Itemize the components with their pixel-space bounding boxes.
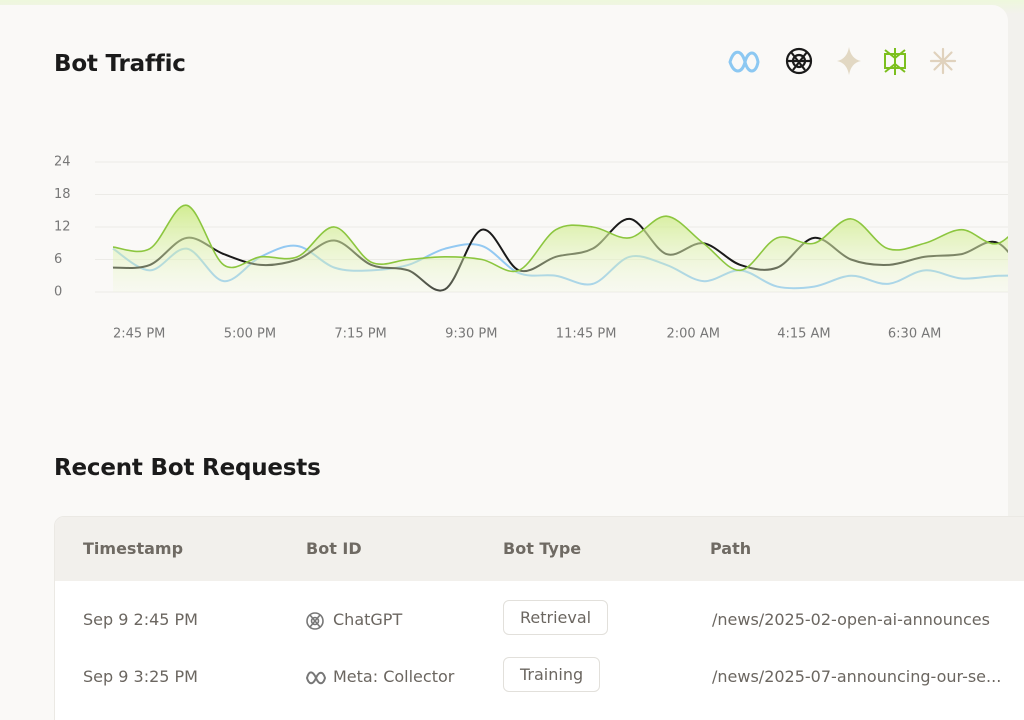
chart: 0 6 12 18 24 2:45 PM 5:00 PM 7:15 PM 9:30 PM 11:4… [54, 47, 1008, 342]
legend-icons [728, 47, 957, 75]
column-header[interactable]: Timestamp [83, 539, 184, 558]
bot-type-badge: Retrieval [503, 600, 609, 635]
bot-id: ChatGPT [333, 610, 403, 629]
column-header[interactable]: Bot ID [306, 539, 362, 558]
table-header: Timestamp Bot ID Bot Type Path [55, 517, 1024, 581]
path[interactable]: /news/2025-07-announcing-our-se... [712, 667, 1002, 686]
openai-icon [306, 612, 324, 630]
bot-id: Meta: Collector [333, 667, 455, 686]
x-tick-label: 2:00 AM [667, 327, 720, 342]
bot-type-badge: Training [503, 657, 601, 692]
chart-title: Bot Traffic [54, 51, 186, 77]
area [113, 205, 1008, 292]
meta-icon[interactable] [728, 50, 760, 73]
line [112, 204, 1008, 273]
openai-icon[interactable] [785, 47, 813, 75]
y-tick-label: 12 [54, 220, 71, 235]
y-tick-label: 0 [54, 285, 62, 300]
requests-table: Timestamp Bot ID Bot Type Path Sep 9 2:4… [54, 516, 1024, 720]
gemini-icon[interactable] [837, 47, 861, 75]
x-tick-label: 6:30 AM [888, 327, 941, 342]
timestamp: Sep 9 3:25 PM [83, 667, 198, 686]
claude-icon[interactable] [929, 47, 957, 75]
x-tick-label: 7:15 PM [334, 327, 386, 342]
column-header[interactable]: Path [710, 539, 752, 558]
x-tick-label: 11:45 PM [556, 327, 617, 342]
meta-icon [305, 671, 327, 685]
x-tick-label: 5:00 PM [224, 327, 276, 342]
path[interactable]: /news/2025-02-open-ai-announces [712, 610, 990, 629]
perplexity-icon[interactable] [884, 48, 906, 75]
timestamp: Sep 9 2:45 PM [83, 610, 198, 629]
x-tick-label: 2:45 PM [113, 327, 165, 342]
y-tick-label: 6 [54, 252, 62, 267]
y-tick-label: 18 [54, 187, 71, 202]
column-header[interactable]: Bot Type [503, 539, 582, 558]
x-tick-label: 9:30 PM [445, 327, 497, 342]
x-tick-label: 4:15 AM [777, 327, 830, 342]
section-title: Recent Bot Requests [54, 455, 321, 481]
y-tick-label: 24 [54, 155, 71, 170]
